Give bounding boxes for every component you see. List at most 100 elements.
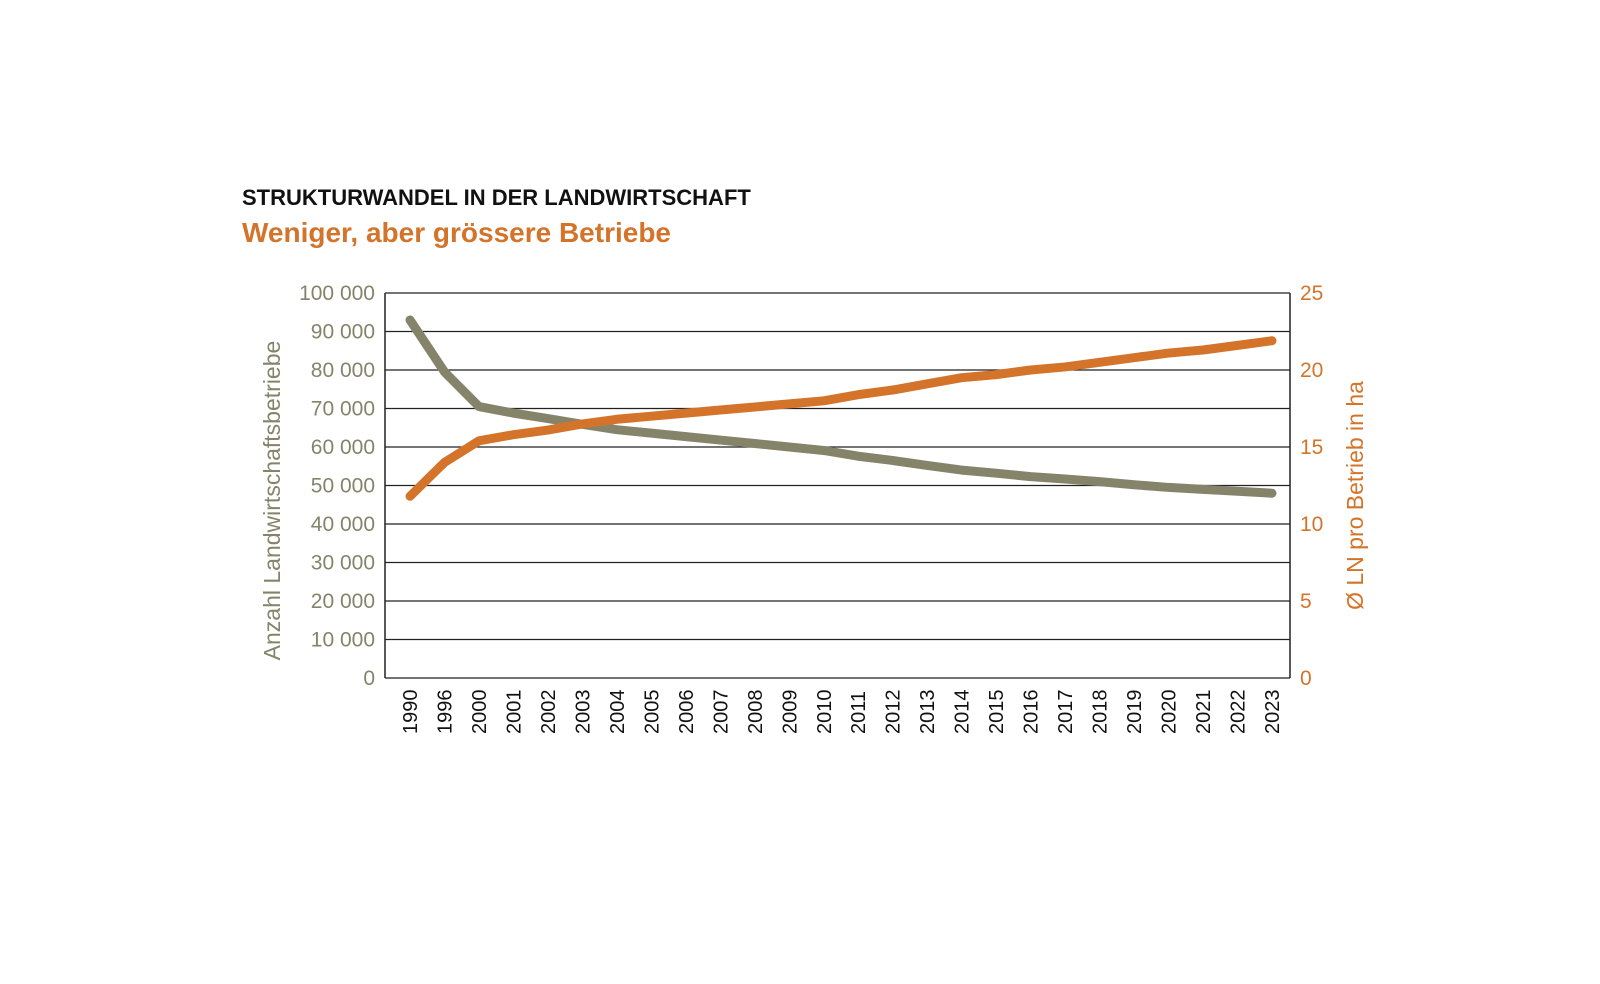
point-area-per-farm (926, 383, 928, 385)
x-tick-label: 2010 (814, 690, 836, 735)
x-tick-label: 2009 (779, 690, 801, 735)
point-area-per-farm (650, 415, 652, 417)
x-tick-label: 2011 (848, 691, 870, 734)
x-tick-label: 1990 (400, 690, 422, 735)
point-farm-count (512, 412, 514, 414)
point-area-per-farm (1237, 344, 1239, 346)
right-axis-title: Ø LN pro Betrieb in ha (1342, 381, 1368, 610)
left-tick-label: 80 000 (311, 359, 375, 382)
x-tick-label: 2021 (1193, 690, 1215, 735)
point-farm-count (719, 439, 721, 441)
point-farm-count (926, 464, 928, 466)
right-tick-label: 0 (1300, 667, 1312, 690)
left-tick-label: 60 000 (311, 436, 375, 459)
point-farm-count (1099, 481, 1101, 483)
point-farm-count (685, 436, 687, 438)
point-area-per-farm (409, 495, 411, 497)
point-farm-count (1237, 490, 1239, 492)
point-farm-count (754, 443, 756, 445)
point-area-per-farm (823, 400, 825, 402)
left-axis-title: Anzahl Landwirtschaftsbetriebe (259, 341, 285, 661)
left-tick-label: 40 000 (311, 513, 375, 536)
grid-lines (384, 292, 1291, 679)
point-farm-count (478, 406, 480, 408)
point-farm-count (961, 469, 963, 471)
point-area-per-farm (685, 412, 687, 414)
point-farm-count (823, 449, 825, 451)
left-tick-label: 30 000 (311, 552, 375, 575)
left-tick-label: 90 000 (311, 321, 375, 344)
point-area-per-farm (547, 429, 549, 431)
series-line-farm-count (405, 315, 1277, 498)
point-area-per-farm (1202, 349, 1204, 351)
x-tick-label: 2012 (883, 690, 905, 735)
point-area-per-farm (1271, 340, 1273, 342)
series-line-area-per-farm (405, 336, 1277, 501)
point-farm-count (616, 429, 618, 431)
right-tick-label: 10 (1300, 513, 1323, 536)
point-area-per-farm (857, 394, 859, 396)
x-tick-label: 2023 (1262, 690, 1284, 735)
x-tick-label: 2008 (745, 690, 767, 735)
x-tick-label: 2005 (641, 690, 663, 735)
left-tick-label: 20 000 (311, 590, 375, 613)
point-area-per-farm (1099, 361, 1101, 363)
right-tick-label: 20 (1300, 359, 1323, 382)
point-area-per-farm (961, 377, 963, 379)
point-farm-count (1202, 488, 1204, 490)
point-area-per-farm (1030, 369, 1032, 371)
x-tick-label: 2018 (1090, 690, 1112, 735)
x-tick-label: 2006 (676, 690, 698, 735)
left-tick-label: 50 000 (311, 475, 375, 498)
x-tick-label: 2016 (1021, 690, 1043, 735)
point-farm-count (788, 446, 790, 448)
point-area-per-farm (1133, 357, 1135, 359)
x-tick-label: 2007 (710, 690, 732, 735)
point-area-per-farm (995, 374, 997, 376)
point-farm-count (1030, 476, 1032, 478)
right-axis: 0 5 10 15 20 25 (1300, 282, 1323, 690)
left-tick-label: 0 (363, 667, 375, 690)
x-tick-label: 2013 (917, 690, 939, 735)
x-tick-label: 2003 (572, 690, 594, 735)
point-area-per-farm (512, 434, 514, 436)
point-farm-count (1133, 484, 1135, 486)
point-area-per-farm (616, 418, 618, 420)
point-farm-count (1064, 478, 1066, 480)
point-area-per-farm (581, 423, 583, 425)
point-farm-count (995, 472, 997, 474)
x-tick-label: 2001 (503, 690, 525, 735)
point-area-per-farm (478, 440, 480, 442)
x-tick-label: 1996 (434, 690, 456, 735)
x-tick-label: 2014 (952, 690, 974, 735)
point-farm-count (547, 418, 549, 420)
x-tick-label: 2002 (538, 690, 560, 735)
point-area-per-farm (1064, 366, 1066, 368)
left-tick-label: 70 000 (311, 398, 375, 421)
left-tick-label: 10 000 (311, 629, 375, 652)
x-tick-label: 2017 (1055, 690, 1077, 735)
point-area-per-farm (788, 403, 790, 405)
x-tick-label: 2020 (1159, 690, 1181, 735)
point-farm-count (1168, 486, 1170, 488)
x-tick-label: 2015 (986, 690, 1008, 734)
right-tick-label: 15 (1300, 436, 1323, 459)
point-farm-count (443, 371, 445, 373)
point-area-per-farm (892, 389, 894, 391)
x-tick-label: 2019 (1124, 690, 1146, 735)
point-area-per-farm (443, 461, 445, 463)
chart-title: Weniger, aber grössere Betriebe (242, 217, 671, 248)
point-farm-count (650, 432, 652, 434)
series-lines (405, 315, 1277, 501)
left-axis: 0 10 000 20 000 30 000 40 000 50 000 60 000 70 … (299, 282, 375, 690)
x-tick-label: 2004 (607, 690, 629, 735)
point-farm-count (892, 459, 894, 461)
x-tick-label: 2000 (469, 690, 491, 735)
point-area-per-farm (719, 409, 721, 411)
point-area-per-farm (754, 406, 756, 408)
right-tick-label: 25 (1300, 282, 1323, 305)
right-tick-label: 5 (1300, 590, 1312, 613)
point-area-per-farm (1168, 352, 1170, 354)
point-farm-count (857, 455, 859, 457)
